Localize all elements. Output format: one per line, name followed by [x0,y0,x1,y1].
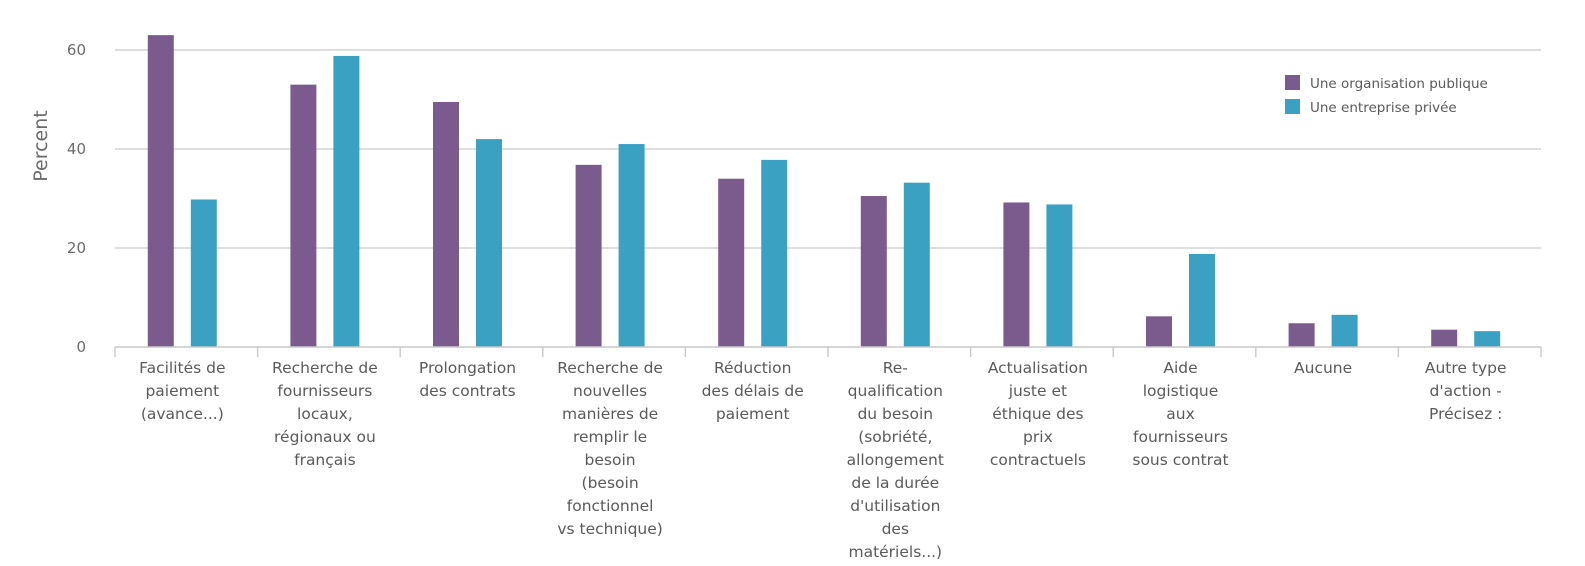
bar-private-3 [618,144,645,347]
category-labels: Facilités de paiement (avance...) Recherche… [139,359,1506,561]
category-label-line: Prolongation [419,359,516,377]
legend-label-private: Une entreprise privée [1310,100,1457,116]
category-label-line: Aucune [1294,359,1352,377]
category-label-line: de la durée [851,474,939,492]
y-axis-ticks: 0 20 40 60 [67,41,86,356]
bar-private-4 [761,159,788,347]
category-label-line: Aide [1163,359,1197,377]
category-label-line: logistique [1143,382,1219,400]
category-label-line: du besoin [857,405,933,423]
bar-public-8 [1288,323,1315,347]
category-label-line: (besoin [582,474,639,492]
category-label-line: contractuels [990,451,1086,469]
bar-public-2 [433,101,459,347]
category-label-line: paiement [716,405,790,423]
bar-private-5 [903,182,930,347]
category-label-line: d'utilisation [850,497,940,515]
category-label-line: (avance...) [141,405,224,423]
category-label-5: Re-qualification du besoin (sobriété, allon… [847,359,944,561]
bar-public-0 [147,35,174,348]
category-label-line: qualification [848,382,943,400]
bar-public-6 [1003,202,1030,347]
category-label-line: français [294,451,356,469]
category-label-line: remplir le [573,428,647,446]
category-label-line: Autre type [1425,359,1507,377]
bar-private-2 [476,139,502,347]
category-label-line: prix [1023,428,1053,446]
category-label-0: Facilités de paiement (avance...) [139,359,225,423]
bar-public-9 [1431,329,1458,347]
category-label-1: Recherche de fournisseurs locaux, régionaux… [272,359,378,469]
category-label-line: des [882,520,909,538]
legend-swatch-public [1285,75,1300,90]
category-label-line: Précisez : [1429,405,1502,423]
category-label-line: Re- [883,359,908,377]
bar-private-7 [1189,253,1215,347]
category-label-line: allongement [847,451,944,469]
y-tick-label: 0 [76,338,86,356]
category-label-line: des délais de [702,382,804,400]
category-label-9: Autre type d'action - Précisez : [1425,359,1507,423]
category-label-line: besoin [585,451,636,469]
category-label-line: des contrats [419,382,515,400]
category-label-8: Aucune [1294,359,1352,377]
category-label-line: Réduction [714,359,792,377]
bar-private-0 [190,199,217,347]
x-axis [114,346,1542,357]
category-label-line: locaux, [297,405,353,423]
category-label-line: Recherche de [557,359,663,377]
category-label-line: manières de [562,405,658,423]
bar-public-1 [290,84,317,348]
bar-private-1 [333,55,360,347]
y-tick-label: 40 [67,140,86,158]
category-label-line: paiement [145,382,219,400]
y-tick-label: 60 [67,41,86,59]
bars [147,35,1501,348]
legend: Une organisation publique Une entreprise… [1285,75,1488,116]
bar-public-5 [860,196,887,347]
category-label-line: (sobriété, [858,428,932,446]
category-label-line: fournisseurs [1133,428,1228,446]
bar-private-6 [1046,204,1073,347]
category-label-6: Actualisation juste et éthique des prix cont… [988,359,1088,469]
category-label-line: Actualisation [988,359,1088,377]
legend-swatch-private [1285,99,1300,114]
y-tick-label: 20 [67,239,86,257]
category-label-line: nouvelles [573,382,647,400]
category-label-line: éthique des [992,405,1083,423]
category-label-3: Recherche de nouvelles manières de remplir … [557,359,663,538]
bar-public-3 [575,164,602,347]
bar-public-4 [718,178,745,347]
category-label-line: juste et [1008,382,1067,400]
category-label-7: Aide logistique aux fournisseurs sous contra… [1132,359,1228,469]
category-label-line: fournisseurs [277,382,372,400]
y-axis-title: Percent [30,110,52,182]
category-label-line: vs technique) [557,520,663,538]
bar-private-8 [1331,314,1358,347]
category-label-line: sous contrat [1132,451,1228,469]
bar-public-7 [1146,316,1172,347]
category-label-4: Réduction des délais de paiement [702,359,804,423]
category-label-line: matériels...) [848,543,942,561]
category-label-line: aux [1166,405,1195,423]
bar-private-9 [1474,331,1501,347]
category-label-line: régionaux ou [274,428,376,446]
category-label-line: d'action - [1430,382,1502,400]
category-label-line: fonctionnel [567,497,654,515]
category-label-line: Recherche de [272,359,378,377]
legend-label-public: Une organisation publique [1310,76,1488,92]
category-label-2: Prolongation des contrats [419,359,516,400]
category-label-line: Facilités de [139,359,225,377]
